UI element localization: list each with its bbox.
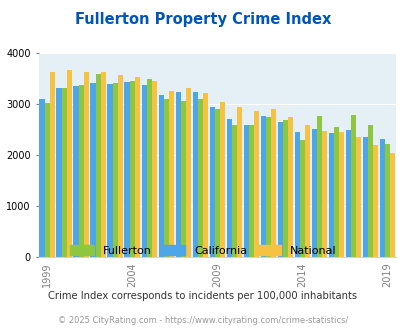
Bar — [214, 109, 219, 257]
Bar — [100, 72, 106, 257]
Legend: Fullerton, California, National: Fullerton, California, National — [65, 240, 340, 260]
Bar — [384, 144, 389, 257]
Bar — [243, 125, 248, 257]
Bar — [350, 115, 355, 257]
Bar — [367, 125, 372, 257]
Bar — [260, 116, 265, 257]
Bar — [39, 99, 45, 257]
Bar — [282, 120, 287, 257]
Bar — [56, 88, 62, 257]
Bar — [62, 88, 66, 257]
Bar — [304, 125, 309, 257]
Bar — [192, 92, 197, 257]
Bar — [134, 77, 139, 257]
Bar — [78, 84, 83, 257]
Bar — [316, 116, 321, 257]
Bar — [226, 119, 231, 257]
Bar — [49, 72, 55, 257]
Bar — [362, 137, 367, 257]
Bar — [338, 132, 343, 257]
Bar — [90, 83, 95, 257]
Text: © 2025 CityRating.com - https://www.cityrating.com/crime-statistics/: © 2025 CityRating.com - https://www.city… — [58, 316, 347, 325]
Bar — [45, 103, 49, 257]
Bar — [209, 107, 214, 257]
Bar — [124, 82, 129, 257]
Bar — [299, 140, 304, 257]
Bar — [129, 82, 134, 257]
Bar — [117, 75, 122, 257]
Bar — [175, 92, 180, 257]
Bar — [219, 102, 224, 257]
Bar — [141, 85, 146, 257]
Bar — [294, 132, 299, 257]
Bar — [146, 80, 151, 257]
Bar — [253, 111, 258, 257]
Bar — [321, 131, 326, 257]
Bar — [202, 93, 207, 257]
Bar — [163, 99, 168, 257]
Bar — [379, 139, 384, 257]
Text: Fullerton Property Crime Index: Fullerton Property Crime Index — [75, 12, 330, 26]
Bar — [158, 95, 163, 257]
Bar — [265, 117, 270, 257]
Bar — [333, 127, 338, 257]
Bar — [83, 72, 89, 257]
Bar — [345, 130, 350, 257]
Bar — [66, 70, 72, 257]
Bar — [355, 137, 360, 257]
Bar — [311, 129, 316, 257]
Bar — [73, 86, 78, 257]
Bar — [112, 83, 117, 257]
Bar — [248, 125, 253, 257]
Bar — [270, 109, 275, 257]
Bar — [151, 82, 156, 257]
Bar — [287, 117, 292, 257]
Bar — [180, 101, 185, 257]
Bar — [231, 125, 236, 257]
Bar — [277, 122, 282, 257]
Bar — [185, 88, 190, 257]
Bar — [236, 107, 241, 257]
Bar — [389, 152, 394, 257]
Bar — [328, 133, 333, 257]
Bar — [197, 99, 202, 257]
Bar — [107, 84, 112, 257]
Bar — [372, 145, 377, 257]
Text: Crime Index corresponds to incidents per 100,000 inhabitants: Crime Index corresponds to incidents per… — [48, 291, 357, 301]
Bar — [168, 91, 173, 257]
Bar — [95, 74, 100, 257]
